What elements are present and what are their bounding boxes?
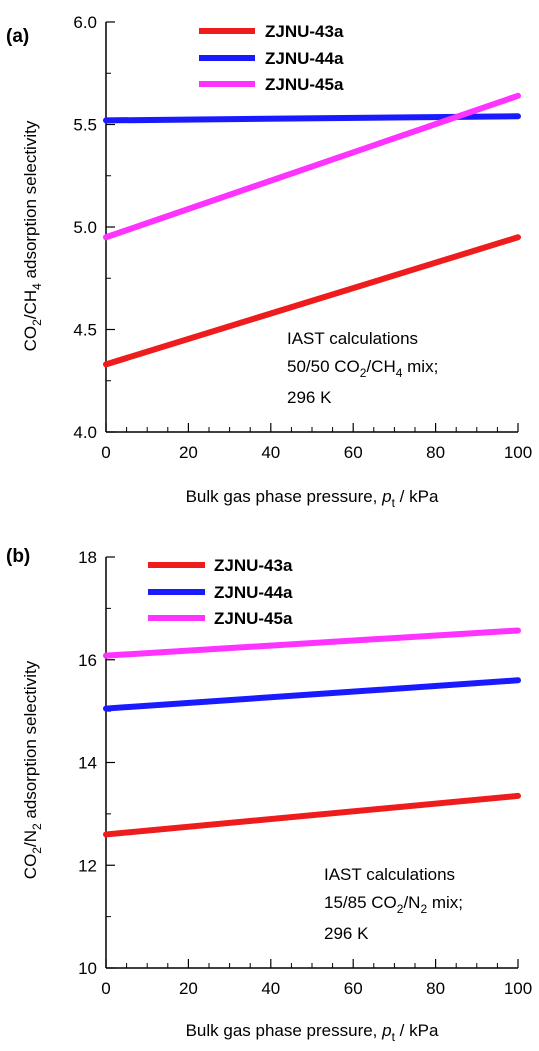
x-tick-label-b: 80 — [426, 979, 445, 998]
annotation-line3-a: 296 K — [287, 388, 332, 407]
y-tick-label-a: 5.5 — [73, 116, 97, 135]
legend-label-zjnu43a-b: ZJNU-43a — [214, 556, 293, 575]
annotation-line3-b: 296 K — [324, 924, 369, 943]
annotation-line2-b: 15/85 CO2/N2 mix; — [324, 893, 463, 916]
y-axis-title-a: CO2/CH4 adsorption selectivity — [21, 120, 44, 351]
x-tick-label-a: 100 — [504, 443, 532, 462]
x-tick-label-b: 60 — [344, 979, 363, 998]
series-line-zjnu43a-a — [103, 234, 521, 368]
x-tick-label-a: 60 — [344, 443, 363, 462]
legend-label-zjnu44a-a: ZJNU-44a — [265, 49, 344, 68]
axes-a: 4.0 4.5 5.0 5.5 6.0 0 20 40 60 80 100 — [73, 13, 532, 462]
y-tick-label-b: 18 — [78, 548, 97, 567]
annotation-a: IAST calculations 50/50 CO2/CH4 mix; 296… — [287, 329, 438, 407]
annotation-b: IAST calculations 15/85 CO2/N2 mix; 296 … — [324, 865, 463, 943]
series-line-zjnu44a-b — [103, 677, 521, 712]
chart-panel-a: (a) 4.0 4.5 5.0 5.5 6.0 0 20 40 60 80 100 CO2/CH4 … — [6, 13, 532, 510]
x-axis-title-a: Bulk gas phase pressure, pt / kPa — [186, 487, 439, 510]
y-tick-label-b: 14 — [78, 754, 97, 773]
y-tick-label-b: 10 — [78, 959, 97, 978]
x-axis-title-b: Bulk gas phase pressure, pt / kPa — [186, 1021, 439, 1044]
y-tick-label-a: 4.0 — [73, 423, 97, 442]
annotation-line2-a: 50/50 CO2/CH4 mix; — [287, 357, 438, 380]
y-tick-label-a: 4.5 — [73, 321, 97, 340]
series-line-zjnu45a-a — [103, 92, 521, 241]
legend-label-zjnu45a-a: ZJNU-45a — [265, 75, 344, 94]
x-tick-label-b: 100 — [504, 979, 532, 998]
annotation-line1-a: IAST calculations — [287, 329, 418, 348]
series-line-zjnu45a-b — [103, 627, 521, 659]
series-line-zjnu43a-b — [103, 792, 521, 838]
x-tick-label-a: 0 — [101, 443, 110, 462]
x-tick-label-a: 20 — [179, 443, 198, 462]
series-group-b — [103, 627, 521, 838]
y-tick-label-a: 5.0 — [73, 218, 97, 237]
x-tick-label-a: 40 — [261, 443, 280, 462]
x-tick-label-a: 80 — [426, 443, 445, 462]
x-tick-label-b: 0 — [101, 979, 110, 998]
legend-a: ZJNU-43a ZJNU-44a ZJNU-45a — [199, 22, 344, 94]
legend-label-zjnu45a-b: ZJNU-45a — [214, 609, 293, 628]
y-tick-label-b: 16 — [78, 651, 97, 670]
legend-label-zjnu44a-b: ZJNU-44a — [214, 583, 293, 602]
chart-panel-b: (b) 10 12 14 16 18 0 20 40 60 80 100 CO2/N2 adsorp… — [6, 546, 532, 1044]
panel-label-b: (b) — [6, 546, 30, 567]
y-tick-label-a: 6.0 — [73, 13, 97, 32]
y-tick-label-b: 12 — [78, 856, 97, 875]
legend-b: ZJNU-43a ZJNU-44a ZJNU-45a — [148, 556, 293, 628]
y-axis-title-b: CO2/N2 adsorption selectivity — [21, 660, 44, 879]
x-tick-label-b: 20 — [179, 979, 198, 998]
axes-b: 10 12 14 16 18 0 20 40 60 80 100 — [78, 548, 532, 998]
annotation-line1-b: IAST calculations — [324, 865, 455, 884]
series-group-a — [103, 92, 521, 368]
x-tick-label-b: 40 — [261, 979, 280, 998]
panel-label-a: (a) — [6, 26, 29, 47]
legend-label-zjnu43a-a: ZJNU-43a — [265, 22, 344, 41]
